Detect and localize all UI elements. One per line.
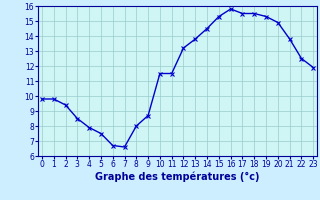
X-axis label: Graphe des températures (°c): Graphe des températures (°c) xyxy=(95,172,260,182)
